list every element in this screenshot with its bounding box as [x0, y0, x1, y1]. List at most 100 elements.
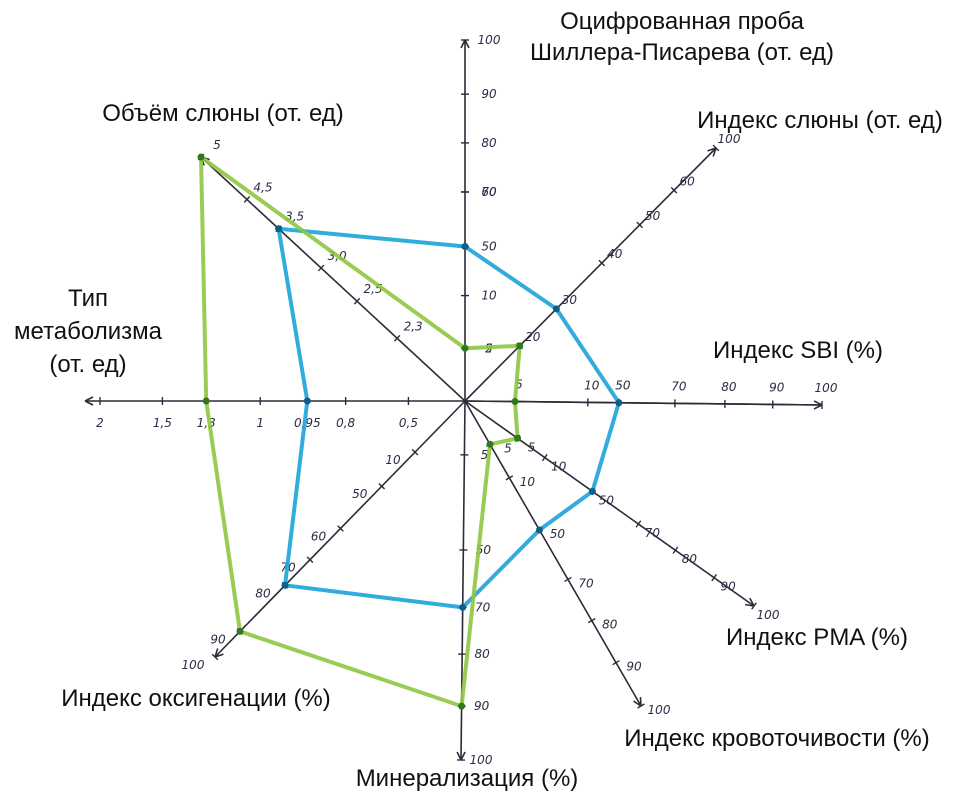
tick-label-metabolism: 1,5	[153, 416, 172, 430]
tick-label-pma: 70	[645, 526, 661, 540]
series-point-0-shiller	[461, 242, 469, 250]
tick-label-metabolism: 1	[256, 416, 264, 430]
series-point-1-saliva_index	[516, 342, 524, 350]
tick-label-shiller: 10	[481, 289, 497, 303]
axis-title-pma: Индекс PMA (%)	[726, 624, 908, 651]
axis-arrow-mineralization	[456, 751, 466, 761]
tick-label-bleeding: 10	[520, 475, 536, 489]
tick-mark-bleeding	[564, 576, 572, 583]
tick-mark-pma	[541, 453, 548, 462]
tick-label-shiller: 80	[481, 136, 497, 150]
axis-titles-layer: Оцифрованная проба Шиллера-Писарева (от. …	[14, 8, 943, 792]
tick-label-oxygenation: 90	[210, 632, 226, 646]
axis-line-pma	[464, 400, 755, 607]
tick-label-pma: 50	[599, 493, 615, 507]
tick-label-oxygenation: 50	[352, 487, 368, 501]
tick-label-mineralization: 80	[475, 647, 491, 661]
series-point-1-saliva_volume	[197, 153, 205, 161]
tick-label-sbi: 90	[769, 380, 785, 394]
series-point-1-sbi	[511, 398, 519, 406]
tick-label-shiller: 50	[481, 239, 497, 253]
axis-extension-right	[464, 400, 823, 406]
axis-arrow-pma	[745, 597, 755, 607]
tick-mark-saliva_volume	[243, 196, 251, 203]
tick-label-saliva_index: 50	[645, 209, 661, 223]
tick-mark-bleeding	[637, 703, 645, 709]
axis-line-saliva_volume	[200, 156, 466, 402]
tick-label-sbi: 80	[721, 380, 737, 394]
tick-mark-bleeding	[505, 475, 514, 481]
tick-label-saliva_volume: 5	[213, 138, 221, 152]
tick-label-sbi: 10	[584, 378, 600, 392]
axis-line-bleeding	[464, 400, 642, 707]
axes-layer	[84, 39, 823, 761]
tick-label-pma: 80	[682, 552, 698, 566]
tick-mark-pma	[635, 520, 642, 528]
tick-label-metabolism: 0,8	[336, 416, 355, 430]
tick-label-mineralization: 70	[475, 600, 491, 614]
tick-label-pma: 10	[551, 460, 567, 474]
tick-mark-saliva_index	[670, 186, 678, 194]
axis-arrow-shiller	[460, 39, 470, 49]
tick-mark-oxygenation	[337, 525, 344, 532]
tick-mark-pma	[672, 546, 679, 554]
series-point-0-metabolism	[303, 397, 311, 405]
series-point-1-metabolism	[202, 397, 210, 405]
series-point-1-bleeding	[486, 440, 494, 448]
tick-label-sbi: 70	[671, 379, 687, 393]
tick-label-saliva_volume: 4,5	[253, 180, 272, 194]
series-point-1-shiller	[461, 344, 469, 352]
series-point-0-mineralization	[459, 603, 467, 611]
tick-label-shiller: 90	[481, 87, 497, 101]
series-line-0	[276, 226, 621, 610]
tick-label-bleeding: 90	[626, 660, 642, 674]
tick-label-bleeding: 80	[602, 618, 618, 632]
tick-label-pma: 90	[720, 580, 736, 594]
tick-label-bleeding: 100	[648, 703, 671, 717]
tick-label-mineralization: 90	[474, 699, 490, 713]
tick-label-shiller: 100	[478, 33, 501, 47]
tick-label-shiller: 70	[481, 185, 497, 199]
tick-label-mineralization: 5	[481, 448, 489, 462]
tick-mark-saliva_index	[712, 144, 720, 152]
series-line-1	[199, 155, 522, 709]
tick-label-saliva_index: 100	[718, 132, 741, 146]
tick-mark-pma	[711, 574, 718, 582]
tick-label-metabolism: 0,5	[399, 416, 418, 430]
tick-label-saliva_index: 40	[607, 247, 623, 261]
tick-label-saliva_index: 20	[525, 330, 541, 344]
series-point-1-pma	[514, 434, 522, 442]
tick-label-sbi: 100	[815, 381, 838, 395]
tick-label-mineralization: 100	[470, 753, 493, 767]
series-layer	[197, 153, 623, 710]
tick-mark-bleeding	[612, 660, 620, 666]
tick-label-saliva_volume: 2,3	[404, 319, 423, 333]
axis-title-shiller: Оцифрованная проба Шиллера-Писарева (от. …	[530, 8, 834, 66]
series-point-0-saliva_index	[552, 305, 560, 313]
tick-mark-oxygenation	[306, 556, 314, 564]
tick-mark-pma	[751, 602, 757, 610]
tick-mark-oxygenation	[378, 482, 386, 490]
tick-mark-saliva_volume	[393, 334, 401, 342]
series-point-1-mineralization	[458, 702, 466, 710]
series-point-1-oxygenation	[236, 627, 244, 635]
axis-arrow-metabolism	[84, 396, 94, 406]
tick-mark-saliva_volume	[317, 264, 325, 272]
series-point-0-saliva_volume	[275, 225, 283, 233]
axis-title-sbi: Индекс SBI (%)	[713, 337, 883, 364]
tick-mark-oxygenation	[411, 448, 419, 456]
tick-label-sbi: 50	[615, 379, 631, 393]
tick-mark-saliva_index	[636, 221, 644, 229]
tick-label-pma: 100	[757, 608, 780, 622]
series-point-0-pma	[588, 487, 596, 495]
tick-label-oxygenation: 60	[311, 529, 327, 543]
tick-mark-saliva_index	[598, 259, 606, 267]
tick-label-oxygenation: 10	[385, 453, 401, 467]
axis-title-saliva_volume: Объём слюны (от. ед)	[102, 100, 344, 127]
tick-mark-saliva_volume	[353, 297, 361, 305]
axis-title-saliva_index: Индекс слюны (от. ед)	[697, 107, 943, 134]
series-point-0-sbi	[615, 399, 623, 407]
tick-label-saliva_index: 60	[679, 174, 695, 188]
